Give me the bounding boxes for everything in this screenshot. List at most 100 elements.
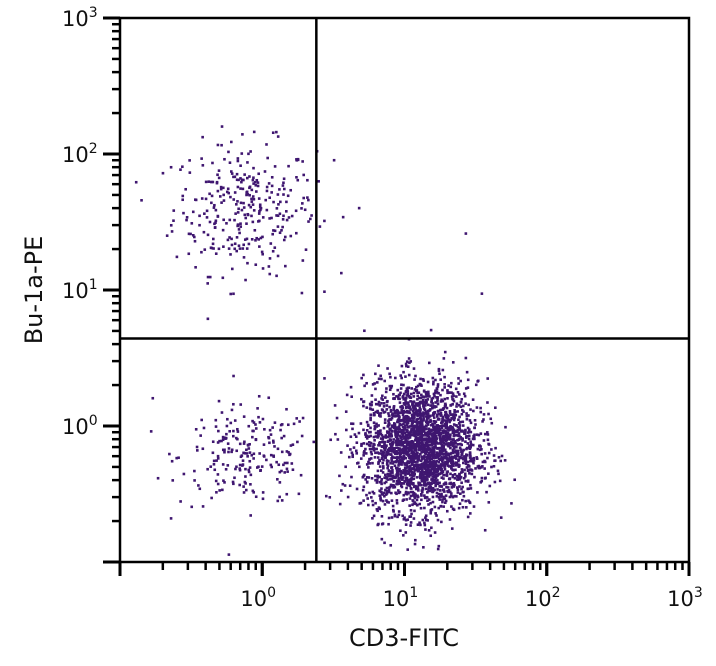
data-point	[417, 409, 421, 412]
data-point	[392, 460, 396, 464]
data-point	[431, 479, 434, 483]
data-point	[431, 488, 435, 491]
data-point	[252, 197, 256, 201]
data-point	[402, 409, 406, 413]
data-point	[404, 456, 408, 460]
data-point	[245, 448, 248, 452]
data-point	[473, 433, 476, 437]
data-point	[346, 444, 349, 447]
data-point	[433, 421, 437, 425]
data-point	[263, 170, 267, 173]
data-point	[433, 435, 436, 439]
data-point	[399, 473, 403, 477]
data-point	[468, 451, 472, 455]
data-point	[300, 207, 303, 210]
data-point	[254, 438, 258, 442]
data-point	[462, 476, 466, 480]
data-point	[389, 474, 393, 478]
data-point	[452, 482, 456, 485]
data-point	[446, 464, 450, 467]
data-point	[232, 402, 235, 406]
data-point	[444, 416, 448, 419]
data-point	[397, 478, 400, 482]
data-point	[405, 441, 409, 445]
data-point	[243, 213, 247, 217]
data-point	[415, 389, 418, 392]
data-point	[248, 442, 251, 446]
data-point	[259, 469, 262, 473]
data-point	[426, 403, 430, 407]
data-point	[217, 176, 221, 180]
data-point	[272, 441, 275, 444]
data-point	[258, 245, 261, 248]
data-point	[398, 401, 402, 404]
data-point	[390, 416, 394, 420]
data-point	[417, 391, 421, 395]
data-point	[435, 441, 439, 445]
data-point	[379, 412, 383, 415]
data-point	[425, 459, 429, 462]
data-point	[410, 427, 414, 431]
data-point	[442, 446, 445, 450]
data-point	[233, 191, 237, 194]
data-point	[419, 452, 422, 456]
data-point	[397, 476, 400, 480]
data-point	[214, 219, 218, 223]
data-point	[439, 468, 443, 472]
data-point	[446, 397, 449, 400]
data-point	[254, 427, 258, 430]
data-point	[375, 508, 379, 511]
data-point	[371, 490, 375, 494]
data-point	[426, 414, 430, 418]
data-point	[237, 207, 240, 211]
data-point	[373, 426, 377, 430]
data-point	[215, 459, 218, 462]
data-point	[406, 478, 410, 482]
data-point	[216, 173, 219, 177]
data-point	[435, 467, 439, 471]
data-point	[411, 424, 415, 428]
data-point	[446, 442, 449, 445]
data-point	[445, 438, 449, 442]
data-point	[421, 401, 425, 404]
data-point	[383, 503, 387, 506]
data-point	[424, 390, 428, 394]
data-point	[399, 387, 403, 390]
data-point	[450, 492, 453, 495]
data-point	[390, 435, 393, 438]
data-point	[444, 440, 448, 443]
data-point	[456, 438, 459, 442]
data-point	[430, 508, 434, 511]
data-point	[424, 395, 428, 398]
data-point	[216, 454, 220, 458]
data-point	[377, 403, 380, 406]
data-point	[388, 442, 392, 446]
data-point	[434, 420, 438, 423]
data-point	[380, 477, 384, 481]
data-point	[369, 457, 373, 460]
data-point	[420, 450, 423, 454]
data-point	[395, 414, 398, 418]
data-point	[236, 211, 240, 214]
data-point	[252, 130, 256, 134]
data-point	[433, 428, 436, 432]
data-point	[454, 445, 458, 448]
data-point	[296, 178, 300, 182]
data-point	[395, 395, 398, 398]
data-point	[452, 464, 455, 468]
data-point	[419, 417, 423, 421]
data-point	[211, 440, 215, 444]
data-point	[245, 247, 249, 250]
data-point	[406, 365, 410, 368]
data-point	[195, 445, 199, 449]
data-point	[370, 452, 374, 456]
data-point	[373, 382, 376, 385]
data-point	[377, 460, 380, 464]
data-point	[372, 442, 375, 446]
data-point	[418, 482, 422, 485]
data-point	[500, 454, 504, 458]
data-point	[399, 374, 403, 377]
data-point	[399, 461, 403, 465]
data-point	[443, 473, 446, 477]
data-point	[487, 412, 490, 416]
